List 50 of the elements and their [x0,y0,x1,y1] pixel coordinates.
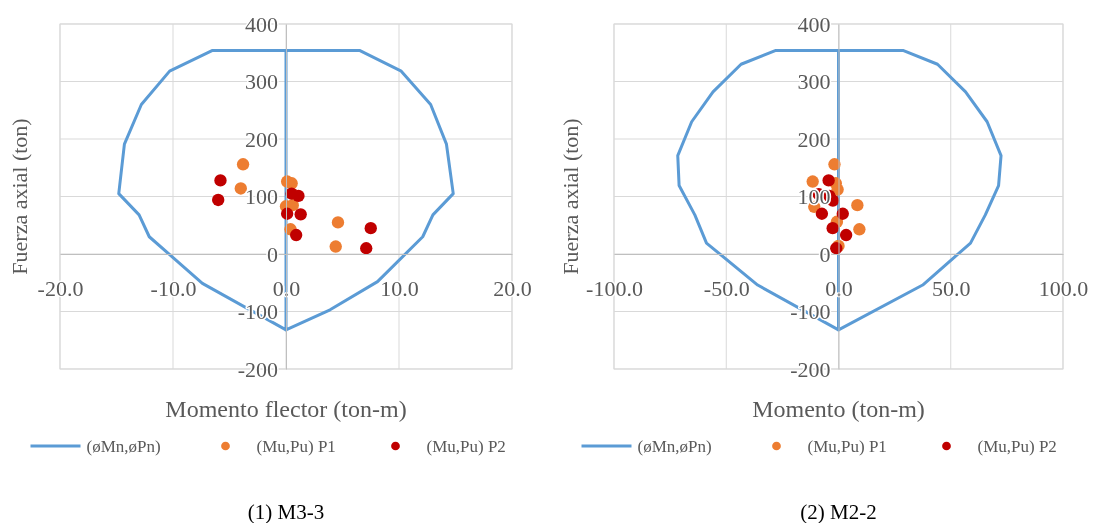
y-tick-label: 300 [797,69,831,95]
x-tick-label: 20.0 [493,275,532,301]
point [364,221,377,235]
point [822,174,835,187]
x-tick-label: -100.0 [586,275,643,301]
legend-label: (Mu,Pu) P1 [256,437,336,456]
point [292,189,305,203]
point [294,208,307,221]
text: (2) M2-2 [800,500,877,523]
legend-label: (øMn,øPn) [637,437,712,456]
x-axis-title: Momento (ton-m) [752,396,925,422]
point [329,240,342,253]
point [236,158,250,171]
point [289,228,303,242]
legend-label: (øMn,øPn) [86,437,161,456]
point [815,207,829,220]
y-tick-label: 0 [819,241,831,267]
point [212,193,225,207]
y-tick-label: -200 [237,356,278,382]
x-tick-label: 50.0 [932,275,971,301]
y-tick-label: 400 [245,11,278,37]
y-tick-label: 0 [267,241,278,267]
point [214,174,227,187]
x-tick-label: -20.0 [37,275,84,301]
x-tick-label: -50.0 [703,275,750,301]
x-tick-label: 10.0 [380,275,419,301]
y-tick-label: -200 [790,356,831,382]
point [839,228,853,242]
point [853,223,866,236]
text: (1) M3-3 [247,500,325,523]
legend-label: (Mu,Pu) P2 [977,437,1057,456]
x-tick-label: 100.0 [1038,275,1089,301]
line-series [117,48,455,332]
point [331,216,345,229]
y-axis-title: Fuerza axial (ton) [558,118,583,275]
point [851,198,864,212]
y-axis-title: Fuerza axial (ton) [7,118,32,275]
y-tick-label: 200 [797,126,831,152]
point [234,182,247,195]
point [360,242,373,255]
y-tick-label: 300 [245,69,278,95]
point [826,221,839,235]
y-tick-label: 100 [245,184,278,210]
line-series [676,48,1003,332]
x-tick-label: -10.0 [150,275,197,301]
legend-label: (Mu,Pu) P2 [426,437,506,456]
legend-label: (Mu,Pu) P1 [807,437,887,456]
y-tick-label: 200 [245,126,278,152]
x-axis-title: Momento flector (ton-m) [165,396,407,422]
y-tick-label: 400 [797,11,831,37]
